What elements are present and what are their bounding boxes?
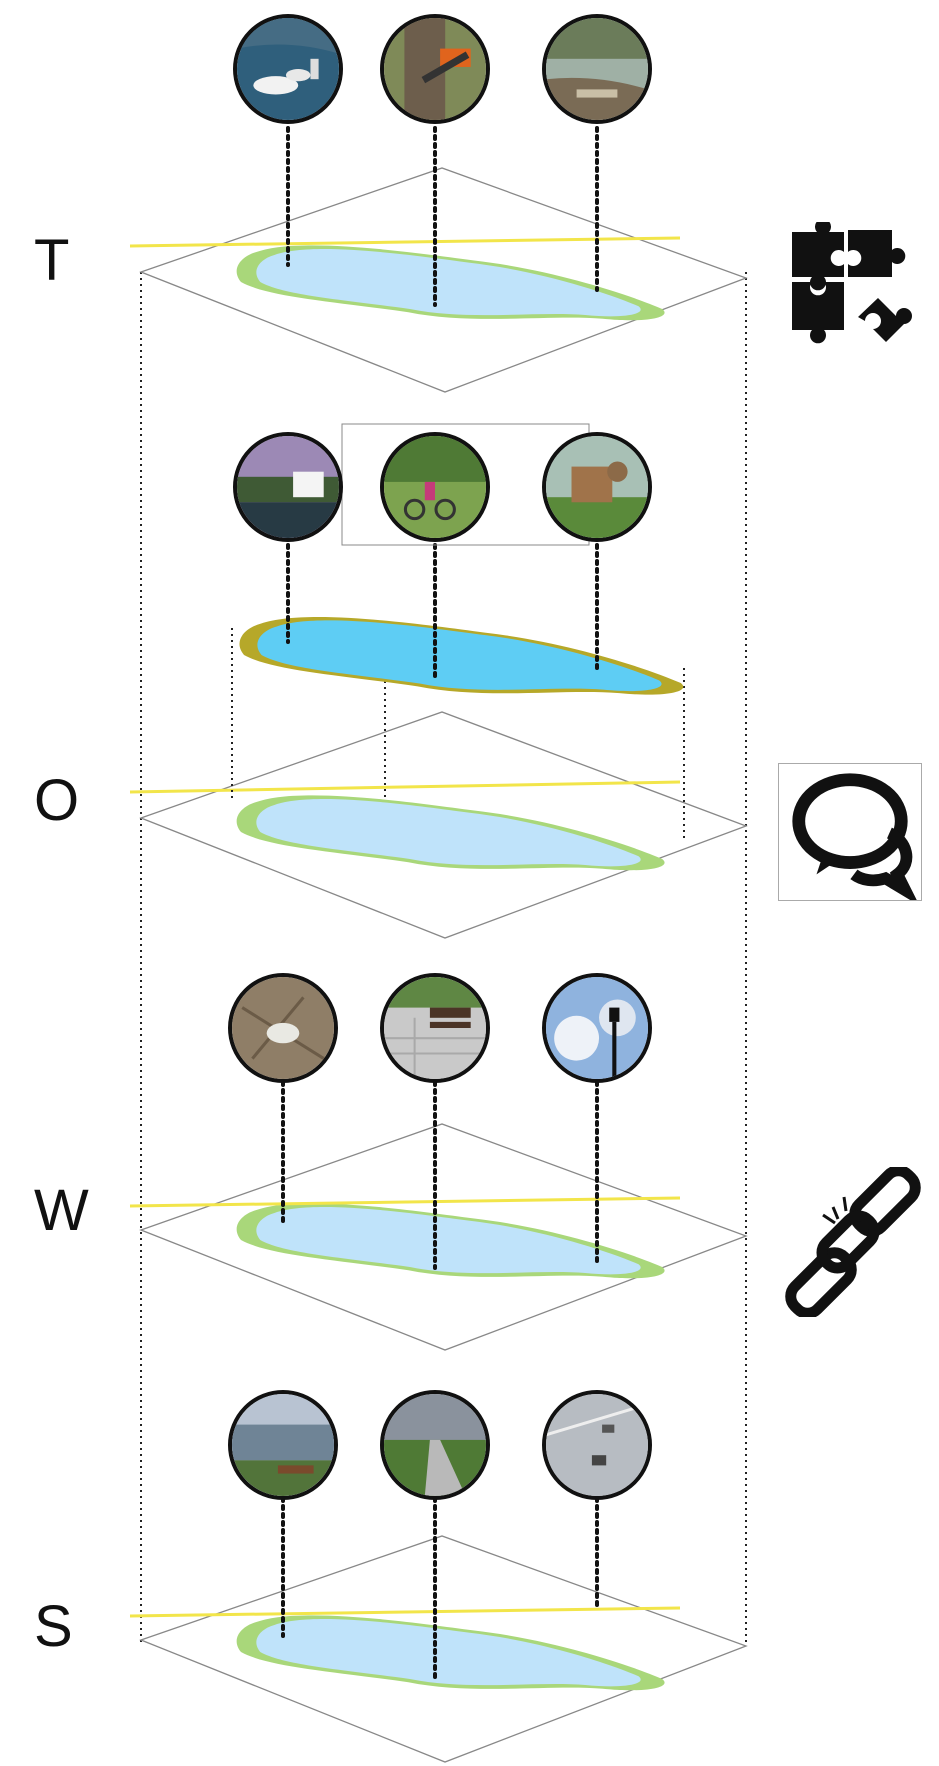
outdoor-cinema-screen-photo: [233, 432, 343, 542]
park-bench-on-paving-photo: [380, 973, 490, 1083]
layer-label-o: O: [34, 768, 80, 833]
layer-label-s: S: [34, 1594, 73, 1659]
speech-bubbles-icon: [778, 763, 922, 906]
swans-on-water-photo: [233, 14, 343, 124]
park-footpath-photo: [380, 1390, 490, 1500]
plane-w: [129, 1123, 748, 1351]
dead-bird-on-ground-photo: [228, 973, 338, 1083]
yellow-axis-line-w: [129, 1196, 681, 1208]
puzzle-pieces-icon: [782, 218, 922, 357]
yellow-axis-line-s: [129, 1606, 681, 1618]
plane-s: [129, 1535, 748, 1763]
wooden-playground-photo: [542, 432, 652, 542]
plane-t: [129, 167, 748, 393]
yellow-axis-line-t: [129, 236, 681, 248]
lakeside-bench-photo: [228, 1390, 338, 1500]
street-lamp-photo: [542, 973, 652, 1083]
yellow-axis-line-o: [129, 780, 681, 794]
layer-label-w: W: [34, 1178, 89, 1243]
road-with-cars-photo: [542, 1390, 652, 1500]
riverbank-litter-photo: [542, 14, 652, 124]
plane-o: [129, 711, 748, 939]
photo-connectors: [281, 126, 599, 1680]
broken-chain-icon: [778, 1165, 928, 1319]
raised-lake-o: [239, 616, 684, 695]
family-cycling-photo: [380, 432, 490, 542]
layer-label-t: T: [34, 228, 70, 293]
chainsaw-cutting-tree-photo: [380, 14, 490, 124]
